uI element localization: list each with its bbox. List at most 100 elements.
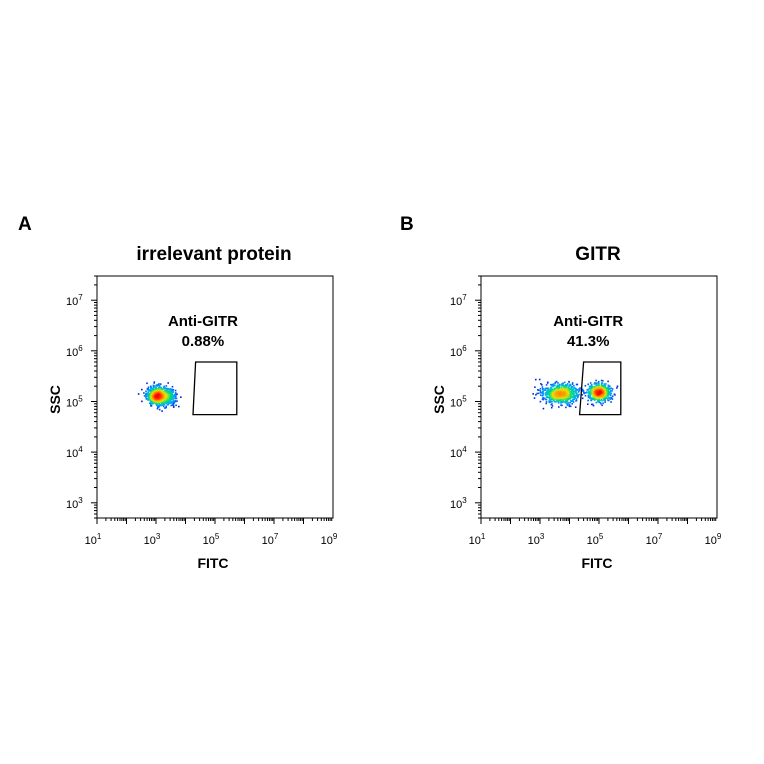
event-dot bbox=[550, 394, 552, 396]
event-dot bbox=[600, 398, 603, 401]
event-dot bbox=[165, 395, 167, 397]
event-dot bbox=[554, 384, 556, 387]
event-dot bbox=[172, 402, 175, 405]
event-dot bbox=[609, 398, 612, 400]
event-dot bbox=[548, 394, 550, 396]
event-dot bbox=[536, 392, 538, 395]
event-dot bbox=[589, 387, 591, 389]
event-dot bbox=[571, 403, 573, 405]
y-tick-label: 104 bbox=[450, 445, 467, 460]
event-dot bbox=[551, 385, 553, 387]
event-dot bbox=[158, 405, 160, 407]
event-dot bbox=[605, 389, 607, 391]
event-dot bbox=[573, 385, 575, 387]
event-dot bbox=[607, 386, 610, 388]
event-dot bbox=[576, 389, 579, 392]
event-dot bbox=[561, 392, 564, 395]
event-dot bbox=[577, 395, 579, 397]
event-dot bbox=[561, 384, 563, 387]
event-dot bbox=[568, 380, 570, 383]
event-dot bbox=[599, 401, 602, 404]
x-tick-label: 101 bbox=[469, 532, 486, 547]
event-dot bbox=[174, 397, 176, 399]
event-dot bbox=[566, 398, 568, 400]
event-dot bbox=[565, 393, 568, 395]
event-dot bbox=[568, 405, 571, 408]
event-dot bbox=[556, 387, 558, 390]
event-dot bbox=[564, 401, 566, 404]
panel-letter: B bbox=[400, 214, 414, 235]
event-dot bbox=[566, 391, 569, 394]
event-dot bbox=[575, 398, 578, 400]
event-dot bbox=[169, 400, 172, 402]
y-tick-label: 107 bbox=[450, 293, 467, 308]
event-dot bbox=[565, 395, 568, 397]
event-dot bbox=[584, 395, 587, 397]
event-dot bbox=[160, 383, 162, 385]
event-dot bbox=[572, 398, 574, 401]
event-dot bbox=[170, 404, 173, 407]
x-tick-label: 107 bbox=[262, 532, 279, 547]
event-dot bbox=[570, 393, 573, 396]
event-dot bbox=[597, 385, 600, 388]
event-dot bbox=[550, 406, 553, 409]
event-dot bbox=[607, 388, 610, 391]
event-dot bbox=[603, 386, 605, 389]
event-dot bbox=[553, 390, 555, 393]
event-dot bbox=[176, 393, 178, 395]
event-dot bbox=[555, 386, 558, 388]
axis-ticks: 101 103 105 107 109 103 104 105 106 107 bbox=[450, 275, 722, 547]
event-dot bbox=[570, 384, 572, 387]
event-dot bbox=[145, 396, 147, 398]
event-dot bbox=[533, 397, 536, 399]
event-dot bbox=[604, 397, 607, 399]
event-dot bbox=[541, 386, 544, 388]
gate-polygon bbox=[578, 361, 622, 416]
event-dot bbox=[154, 385, 156, 387]
event-dot bbox=[149, 402, 151, 405]
event-dot bbox=[553, 400, 556, 403]
event-dot bbox=[577, 391, 580, 393]
event-dot bbox=[543, 389, 545, 392]
event-dot bbox=[174, 395, 177, 397]
event-dot bbox=[550, 392, 553, 395]
event-dots bbox=[532, 378, 619, 410]
event-dot bbox=[611, 398, 614, 400]
event-dot bbox=[545, 384, 548, 386]
event-dot bbox=[151, 390, 153, 392]
event-dot bbox=[557, 402, 560, 404]
event-dot bbox=[591, 403, 594, 406]
event-dot bbox=[567, 395, 570, 398]
event-dot bbox=[560, 400, 563, 403]
event-dot bbox=[597, 391, 600, 394]
event-dot bbox=[589, 390, 592, 393]
event-dot bbox=[570, 400, 572, 402]
event-dot bbox=[172, 401, 175, 403]
event-dot bbox=[535, 393, 537, 396]
event-dot bbox=[175, 397, 178, 400]
event-dot bbox=[551, 398, 553, 401]
event-dot bbox=[592, 396, 595, 398]
event-dot bbox=[575, 400, 577, 402]
event-dot bbox=[539, 394, 542, 396]
y-tick-label: 106 bbox=[450, 344, 467, 359]
event-dot bbox=[153, 381, 156, 383]
event-dot bbox=[158, 387, 160, 389]
event-dot bbox=[589, 397, 591, 399]
event-dot bbox=[560, 386, 563, 389]
event-dot bbox=[158, 408, 161, 411]
event-dot bbox=[578, 393, 580, 396]
event-dot bbox=[597, 397, 599, 399]
event-dot bbox=[567, 392, 570, 395]
event-dot bbox=[608, 392, 610, 395]
event-dot bbox=[588, 388, 590, 390]
x-tick-label: 105 bbox=[587, 532, 604, 547]
event-dot bbox=[572, 387, 575, 390]
event-dot bbox=[166, 391, 169, 393]
event-dot bbox=[589, 393, 592, 396]
event-dot bbox=[542, 390, 544, 393]
event-dot bbox=[540, 383, 542, 385]
event-dot bbox=[542, 407, 545, 410]
event-dot bbox=[166, 398, 169, 400]
event-dot bbox=[554, 382, 556, 384]
